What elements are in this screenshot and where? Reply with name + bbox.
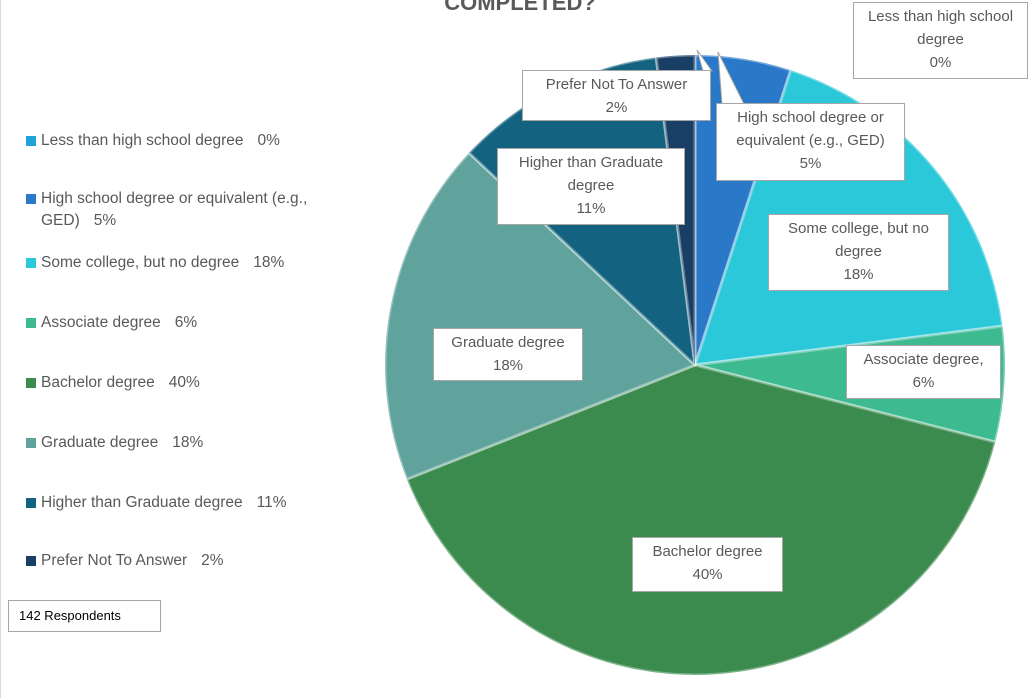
legend-swatch [26, 194, 36, 204]
legend-entry: Associate degree 6% [26, 312, 366, 334]
data-label-value: 11% [576, 200, 606, 217]
legend-label: Bachelor degree [41, 374, 155, 391]
legend-entry: Graduate degree 18% [26, 432, 366, 454]
legend-label: Prefer Not To Answer [41, 552, 188, 569]
legend-value: 11% [256, 494, 287, 511]
annotation: 142 Respondents [8, 600, 161, 632]
legend-swatch [26, 498, 36, 508]
data-label: Bachelor degree 40% [632, 537, 783, 592]
data-label-value: 0% [929, 54, 952, 71]
legend-swatch [26, 258, 36, 268]
data-label: Associate degree, 6% [846, 345, 1001, 399]
legend-label: High school degree or equivalent (e.g., … [41, 190, 308, 229]
legend-label: Graduate degree [41, 434, 159, 451]
legend-entry: Bachelor degree 40% [26, 372, 366, 394]
legend-entry: High school degree or equivalent (e.g., … [26, 188, 366, 232]
data-label: High school degree or equivalent (e.g., … [716, 103, 905, 181]
data-label: Higher than Graduate degree 11% [497, 148, 685, 225]
data-label-name: Associate degree, [863, 351, 984, 368]
legend-label: Higher than Graduate degree [41, 494, 243, 511]
legend-swatch [26, 378, 36, 388]
legend-value: 2% [201, 552, 224, 569]
data-label: Less than high school degree 0% [853, 2, 1028, 79]
data-label-name: High school degree or equivalent (e.g., … [736, 109, 885, 149]
legend-label: Some college, but no degree [41, 254, 240, 271]
data-label: Graduate degree 18% [433, 328, 583, 381]
chart-title: COMPLETED? [444, 0, 596, 15]
data-label: Some college, but no degree 18% [768, 214, 949, 291]
legend-entry: Prefer Not To Answer 2% [26, 550, 366, 572]
legend-entry: Less than high school degree 0% [26, 130, 366, 152]
legend-swatch [26, 556, 36, 566]
pie-slice [405, 363, 997, 677]
data-label-name: Less than high school degree [867, 8, 1014, 48]
data-label-value: 18% [492, 357, 524, 374]
legend-value: 18% [172, 434, 204, 451]
data-label-value: 18% [843, 266, 874, 283]
legend-value: 40% [168, 374, 200, 391]
data-label-name: Some college, but no degree [788, 220, 929, 260]
legend-value: 0% [257, 132, 280, 149]
data-label-value: 40% [692, 566, 723, 583]
legend-value: 6% [174, 314, 198, 331]
legend-entry: Some college, but no degree 18% [26, 252, 366, 274]
data-label-name: Bachelor degree [652, 543, 763, 560]
legend-value: 5% [93, 212, 117, 229]
legend-swatch [26, 438, 36, 448]
legend-swatch [26, 136, 36, 146]
data-label-value: 6% [912, 374, 935, 391]
legend-label: Associate degree [41, 314, 161, 331]
data-label-name: Higher than Graduate degree [518, 154, 664, 194]
legend-label: Less than high school degree [41, 132, 244, 149]
legend-value: 18% [253, 254, 285, 271]
legend-entry: Higher than Graduate degree 11% [26, 492, 366, 514]
legend-swatch [26, 318, 36, 328]
data-label-name: Graduate degree [451, 334, 565, 351]
data-label-value: 2% [605, 99, 628, 116]
data-label-name: Prefer Not To Answer [545, 76, 688, 93]
data-label: Prefer Not To Answer 2% [522, 70, 711, 121]
data-label-value: 5% [799, 155, 822, 172]
pie-slice [383, 151, 697, 481]
